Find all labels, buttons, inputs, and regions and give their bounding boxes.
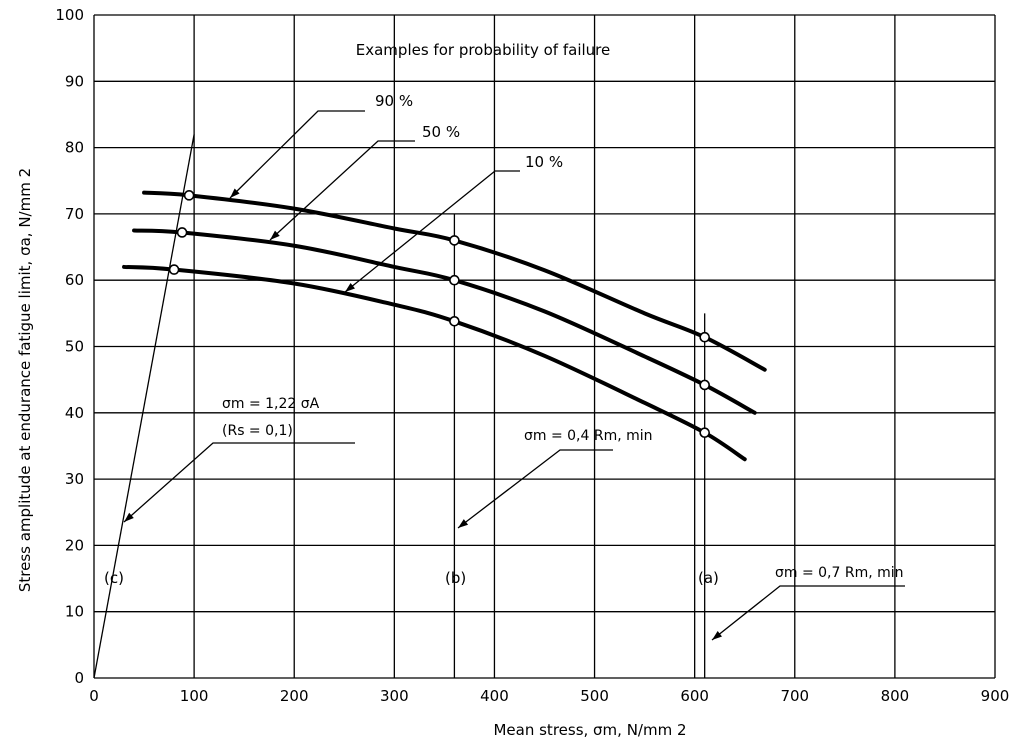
- leader-b-arrowhead: [458, 519, 469, 528]
- y-tick-label-10: 100: [55, 6, 84, 24]
- y-tick-label-9: 90: [65, 72, 84, 90]
- y-tick-label-6: 60: [65, 271, 84, 289]
- annotation-a: σm = 0,7 Rm, min: [775, 565, 904, 581]
- marker-series-1-1: [449, 274, 460, 286]
- reference-line-0: [93, 134, 195, 679]
- annotation-b: σm = 0,4 Rm, min: [524, 428, 653, 444]
- annotation-c-line1: σm = 1,22 σA: [222, 396, 320, 412]
- x-tick-label-7: 700: [780, 687, 809, 705]
- x-tick-label-0: 0: [89, 687, 99, 705]
- leader-90-arrowhead: [230, 188, 240, 198]
- marker-series-2-2: [699, 427, 710, 438]
- leader-c-arrowhead: [124, 512, 134, 522]
- x-tick-label-1: 100: [180, 687, 209, 705]
- x-tick-label-6: 600: [680, 687, 709, 705]
- x-axis-title: Mean stress, σm, N/mm 2: [493, 721, 686, 739]
- reference-lines: [93, 134, 706, 679]
- leader-90-line: [229, 110, 365, 199]
- y-tick-label-4: 40: [65, 404, 84, 422]
- x-tick-label-8: 800: [881, 687, 910, 705]
- y-tick-label-5: 50: [65, 338, 84, 356]
- x-tick-label-2: 200: [280, 687, 309, 705]
- x-tick-label-4: 400: [480, 687, 509, 705]
- chart-title: Examples for probability of failure: [356, 41, 610, 59]
- grid-lines: [93, 14, 996, 679]
- leader-a-line: [711, 585, 905, 641]
- x-tick-label-3: 300: [380, 687, 409, 705]
- series-label-10: 10 %: [525, 153, 563, 171]
- marker-series-2-1: [449, 316, 460, 327]
- leader-a-arrowhead: [712, 631, 723, 640]
- y-tick-label-2: 20: [65, 536, 84, 554]
- leader-10-line: [344, 170, 520, 293]
- series-label-50: 50 %: [422, 123, 460, 141]
- y-tick-label-3: 30: [65, 470, 84, 488]
- marker-series-2-0: [168, 264, 180, 275]
- y-tick-label-1: 10: [65, 603, 84, 621]
- ref-label-c: (c): [104, 569, 124, 587]
- ref-label-b: (b): [445, 569, 466, 587]
- y-axis-title: Stress amplitude at endurance fatigue li…: [16, 168, 34, 592]
- curve-markers: [168, 190, 710, 438]
- ref-label-a: (a): [698, 569, 719, 587]
- leader-10-arrowhead: [345, 282, 355, 292]
- annotation-c-line2: (Rs = 0,1): [222, 423, 293, 439]
- x-tick-label-9: 900: [981, 687, 1010, 705]
- fatigue-curves: [122, 190, 767, 462]
- y-tick-label-0: 0: [74, 669, 84, 687]
- marker-series-1-2: [699, 379, 710, 391]
- x-tick-label-5: 500: [580, 687, 609, 705]
- series-label-90: 90 %: [375, 92, 413, 110]
- leader-b-line: [457, 449, 613, 529]
- leader-50-line: [269, 140, 415, 241]
- marker-series-1-0: [176, 227, 188, 238]
- tick-labels: 0 100 200 300 400 500 600 700 800 900 0 10 20 30 40 50 6…: [55, 6, 1009, 705]
- marker-series-0-0: [183, 190, 195, 201]
- y-tick-label-7: 70: [65, 205, 84, 223]
- y-tick-label-8: 80: [65, 139, 84, 157]
- annotation-leaders: [123, 110, 905, 641]
- leader-50-arrowhead: [270, 230, 280, 240]
- marker-series-0-2: [699, 331, 710, 343]
- marker-series-0-1: [449, 235, 460, 246]
- leader-c-line: [123, 442, 355, 523]
